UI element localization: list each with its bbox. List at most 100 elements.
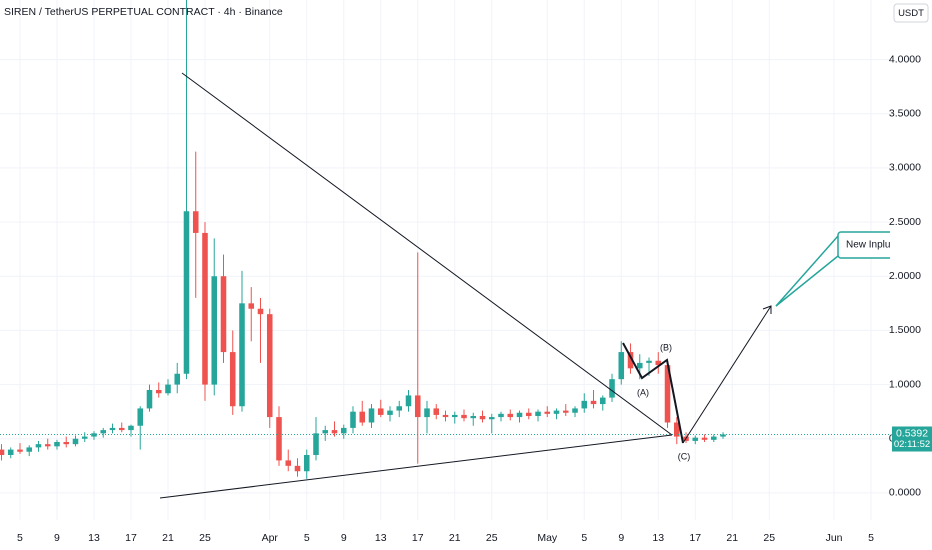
candle-body: [72, 438, 79, 445]
candle-body: [359, 411, 366, 423]
last-price-label: 0.5392: [896, 427, 928, 439]
candle-body: [461, 414, 467, 419]
x-tick-label: 13: [652, 532, 664, 544]
candle-body: [128, 425, 134, 431]
candle-body: [507, 413, 514, 418]
candle-body: [81, 436, 88, 439]
candle-body: [26, 447, 33, 452]
candle-body: [673, 422, 680, 437]
candle-body: [7, 449, 14, 455]
arrow-head: [762, 305, 772, 314]
candle-body: [405, 395, 412, 407]
candle-body: [581, 400, 588, 409]
candle-body: [664, 365, 671, 423]
candle-body: [479, 416, 486, 420]
last-price-box: [892, 426, 932, 452]
currency-label[interactable]: USDT: [898, 8, 924, 19]
y-tick-label: 0.0000: [889, 487, 921, 499]
candle-body: [100, 430, 107, 434]
y-tick-label: 2.0000: [889, 270, 921, 282]
candle-body: [572, 408, 578, 413]
y-tick-label: 1.0000: [889, 378, 921, 390]
candle-body: [646, 360, 652, 363]
candle-body: [377, 408, 384, 415]
x-tick-label: 25: [763, 532, 775, 544]
candle-body: [276, 417, 282, 461]
candle-body: [618, 352, 625, 380]
candle-body: [239, 303, 245, 407]
candle-body: [294, 465, 301, 472]
annotation-labels: (A) (B) (C) New Inpluse: [637, 240, 901, 462]
x-tick-label: 5: [17, 532, 23, 544]
wave-path: [622, 342, 684, 444]
x-tick-label: 13: [375, 532, 387, 544]
candle-body: [202, 232, 208, 385]
candle-body: [257, 308, 264, 315]
candle-body: [183, 211, 190, 374]
candle-body: [54, 442, 60, 447]
candle-body: [553, 410, 560, 414]
drawings: [159, 72, 890, 499]
candle-body: [313, 433, 319, 455]
candle-body: [322, 430, 329, 434]
candle-body: [137, 408, 144, 426]
candle-body: [350, 411, 356, 428]
candle-body: [303, 455, 310, 472]
candle-body: [44, 444, 51, 447]
x-tick-label: 21: [162, 532, 174, 544]
candle-body: [368, 408, 375, 423]
price-pane: [0, 0, 890, 520]
wave-label: (A): [637, 387, 649, 397]
candle-body: [442, 414, 449, 418]
candle-body: [498, 413, 504, 418]
candle-body: [711, 436, 717, 440]
candle-body: [165, 384, 171, 394]
candle-body: [331, 430, 338, 434]
x-tick-label: 13: [88, 532, 100, 544]
x-tick-label: 21: [726, 532, 738, 544]
candle-body: [562, 410, 569, 413]
x-tick-label: 17: [689, 532, 701, 544]
x-tick-label: 25: [199, 532, 211, 544]
candle-body: [525, 412, 532, 416]
callout-box: [837, 231, 890, 259]
x-tick-label: 9: [54, 532, 60, 544]
candle-body: [655, 360, 662, 366]
currency-button[interactable]: [893, 3, 929, 23]
candle-body: [285, 460, 292, 466]
candle-body: [387, 410, 393, 415]
y-tick-label: 4.0000: [889, 53, 921, 65]
candle-body: [516, 412, 523, 418]
candle-body: [192, 211, 199, 233]
x-tick-label: May: [537, 532, 558, 544]
candle-body: [396, 406, 403, 411]
trendline: [159, 434, 673, 499]
countdown-label: 02:11:52: [894, 439, 930, 450]
candle-body: [266, 314, 273, 418]
x-tick-label: 9: [341, 532, 347, 544]
wave-label: (B): [660, 342, 672, 352]
candle-body: [590, 400, 597, 405]
x-tick-label: 5: [581, 532, 587, 544]
candle-body: [63, 442, 70, 445]
x-tick-label: 9: [618, 532, 624, 544]
y-tick-label: 3.0000: [889, 162, 921, 174]
candle-body: [535, 411, 541, 416]
x-tick-label: 5: [304, 532, 310, 544]
candle-body: [0, 449, 5, 455]
candle-body: [470, 416, 477, 419]
y-tick-label: 3.5000: [889, 108, 921, 120]
candle-body: [544, 411, 551, 414]
x-tick-label: 5: [868, 532, 874, 544]
callout-text: New Inpluse: [846, 240, 901, 251]
candle-body: [248, 303, 255, 309]
candle-body: [146, 390, 153, 409]
candle-body: [424, 408, 430, 418]
candle-body: [488, 417, 495, 420]
candle-body: [636, 362, 643, 369]
candle-body: [174, 373, 181, 385]
candle-body: [720, 434, 726, 437]
y-tick-label: 1.5000: [889, 324, 921, 336]
candle-body: [599, 397, 606, 405]
trendline: [181, 72, 673, 436]
